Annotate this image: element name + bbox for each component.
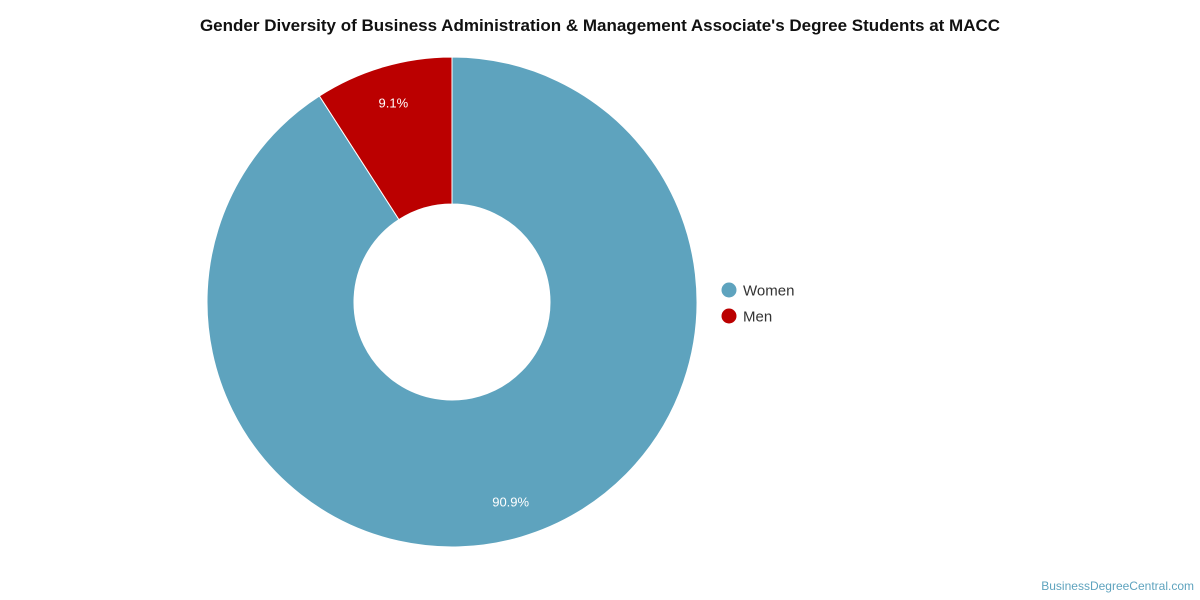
legend: Women Men <box>721 282 795 326</box>
legend-marker-women <box>721 282 737 298</box>
labels-layer: 90.9% 9.1% <box>379 95 530 509</box>
slice-women[interactable] <box>206 56 698 548</box>
legend-label-men: Men <box>743 309 772 326</box>
legend-item-men[interactable]: Men <box>721 308 773 326</box>
legend-item-women[interactable]: Women <box>721 282 795 300</box>
chart-title: Gender Diversity of Business Administrat… <box>199 16 1001 35</box>
legend-label-women: Women <box>743 283 794 300</box>
legend-marker-men <box>721 308 737 324</box>
slices-layer <box>206 56 698 548</box>
slice-label-women: 90.9% <box>492 495 529 510</box>
slice-label-men: 9.1% <box>379 95 409 110</box>
source-credit[interactable]: BusinessDegreeCentral.com <box>1041 579 1194 593</box>
slice-men[interactable] <box>318 56 453 221</box>
